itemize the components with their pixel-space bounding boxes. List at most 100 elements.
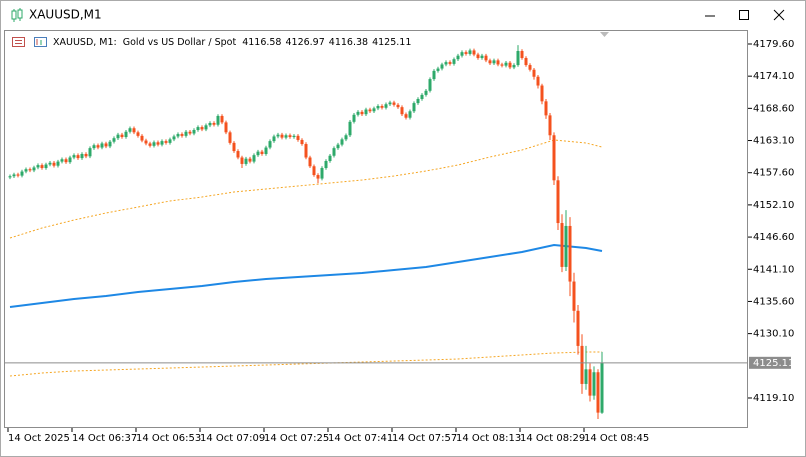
candle-body: [364, 109, 368, 115]
shift-marker[interactable]: [600, 32, 609, 37]
x-tick-label: 14 Oct 06:37: [72, 433, 137, 444]
x-tick-label: 14 Oct 08:13: [456, 433, 521, 444]
candle-body: [84, 153, 88, 157]
candle-body: [156, 142, 160, 145]
candle-body: [288, 135, 292, 138]
candle-body: [236, 151, 240, 158]
title-bar: XAUUSD,M1: [11, 8, 785, 22]
plot-frame: [4, 30, 748, 428]
candle-body: [436, 68, 440, 71]
candle-body: [80, 153, 84, 159]
candle-body: [456, 55, 460, 60]
candle-body: [276, 134, 280, 137]
candle-body: [252, 155, 256, 162]
candle-body: [164, 141, 168, 143]
candle-body: [580, 345, 584, 384]
candle-body: [528, 65, 532, 70]
x-tick-label: 14 Oct 08:29: [520, 433, 585, 444]
candle-body: [224, 122, 228, 133]
candle-body: [372, 108, 376, 112]
candle-body: [140, 135, 144, 141]
candle-body: [48, 162, 52, 165]
candle-body: [220, 115, 224, 123]
candle-body: [272, 136, 276, 142]
candle-body: [464, 52, 468, 54]
candle-body: [440, 64, 444, 69]
candle-body: [588, 369, 592, 396]
candle-body: [56, 161, 60, 166]
candle-body: [492, 60, 496, 64]
candle-body: [484, 55, 488, 61]
candle-body: [76, 155, 80, 159]
open: 4116.58: [242, 37, 281, 48]
price-label: 4125.11: [753, 358, 794, 369]
candle-body: [284, 135, 288, 138]
close: 4125.11: [372, 37, 411, 48]
moving-average: [9, 139, 603, 239]
candle-body: [268, 141, 272, 148]
candle-body: [420, 94, 424, 99]
candle-body: [368, 109, 372, 112]
maximize-button[interactable]: [739, 10, 749, 20]
candle-body: [448, 62, 452, 64]
candle-body: [472, 50, 476, 55]
candle-body: [88, 148, 92, 157]
chart-header: XAUUSD, M1: Gold vs US Dollar / Spot 4116.…: [12, 32, 609, 48]
candle-body: [300, 139, 304, 145]
y-tick-label: 4179.60: [753, 39, 794, 50]
y-tick-label: 4119.10: [753, 393, 794, 404]
header-text: XAUUSD, M1: Gold vs US Dollar / Spot 4116.…: [53, 37, 411, 48]
candle-body: [176, 134, 180, 137]
candle-body: [296, 135, 300, 140]
candle-body: [244, 158, 248, 164]
candle-body: [240, 157, 244, 164]
candle-body: [500, 64, 504, 66]
x-tick-label: 14 Oct 07:57: [392, 433, 457, 444]
candle-body: [324, 161, 328, 169]
candle-body: [516, 51, 520, 66]
candle-body: [600, 362, 604, 413]
candle-body: [36, 165, 40, 168]
candle-body: [184, 131, 188, 136]
description: Gold vs US Dollar / Spot: [123, 37, 237, 48]
candle-body: [216, 115, 220, 125]
candle-body: [552, 135, 556, 181]
candle-body: [112, 138, 116, 142]
candle-body: [144, 140, 148, 144]
candle-body: [248, 158, 252, 162]
candle-body: [280, 134, 284, 138]
candle-body: [400, 107, 404, 115]
candle-body: [12, 174, 16, 177]
candle-body: [376, 106, 380, 109]
candle-body: [488, 60, 492, 64]
candle-body: [152, 142, 156, 146]
candle-body: [412, 103, 416, 112]
moving-average: [9, 243, 603, 308]
menu-icon[interactable]: [12, 37, 25, 47]
candle-body: [24, 169, 28, 172]
candle-body: [348, 121, 352, 136]
close-button[interactable]: [773, 9, 785, 21]
candle-body: [532, 69, 536, 77]
candle-body: [536, 76, 540, 86]
candle-body: [124, 131, 128, 138]
candle-body: [108, 141, 112, 147]
candle-body: [116, 134, 120, 139]
candle-body: [308, 157, 312, 167]
candle-body: [292, 135, 296, 138]
candle-body: [564, 225, 568, 267]
candle-body: [60, 159, 64, 162]
candle-body: [396, 104, 400, 108]
candle-body: [44, 164, 48, 169]
candle-body: [336, 144, 340, 149]
candle-body: [8, 176, 12, 178]
candle-body: [504, 62, 508, 66]
low: 4116.38: [329, 37, 368, 48]
candle-body: [408, 111, 412, 118]
candle-body: [592, 372, 596, 396]
candle-body: [340, 139, 344, 145]
x-tick-label: 14 Oct 2025: [8, 433, 70, 444]
x-tick-label: 14 Oct 07:25: [264, 433, 329, 444]
